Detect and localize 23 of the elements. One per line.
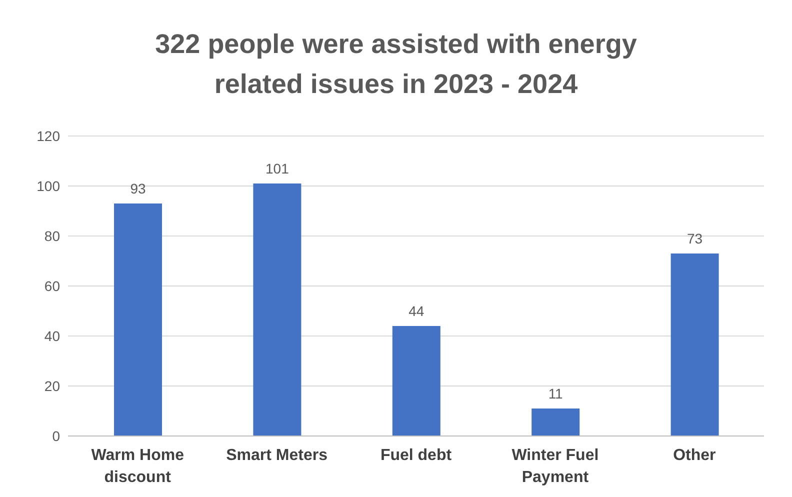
bar — [532, 408, 580, 436]
bar — [253, 184, 302, 436]
x-tick-label: Fuel debt — [380, 447, 452, 464]
y-tick-label: 0 — [52, 428, 60, 444]
x-tick-label: Winter Fuel Payment — [512, 447, 599, 486]
x-tick-label: Other — [673, 447, 716, 464]
y-tick-label: 100 — [36, 178, 60, 194]
y-tick-label: 40 — [44, 328, 60, 344]
x-tick-label: Smart Meters — [226, 447, 328, 464]
chart-title: 322 people were assisted with energy related issues in 2023 - 2024 — [154, 28, 638, 101]
data-label: 44 — [408, 303, 424, 319]
data-label: 101 — [266, 160, 290, 176]
y-tick-label: 20 — [44, 378, 60, 394]
y-tick-label: 120 — [36, 128, 60, 144]
data-label: 73 — [687, 230, 703, 246]
bar — [114, 204, 162, 436]
data-label: 11 — [548, 386, 564, 402]
y-tick-label: 80 — [44, 228, 60, 244]
bar — [670, 254, 719, 436]
data-label: 93 — [130, 180, 146, 196]
y-tick-label: 60 — [44, 278, 60, 294]
bar — [392, 326, 440, 436]
x-tick-label: Warm Home discount — [91, 447, 184, 486]
